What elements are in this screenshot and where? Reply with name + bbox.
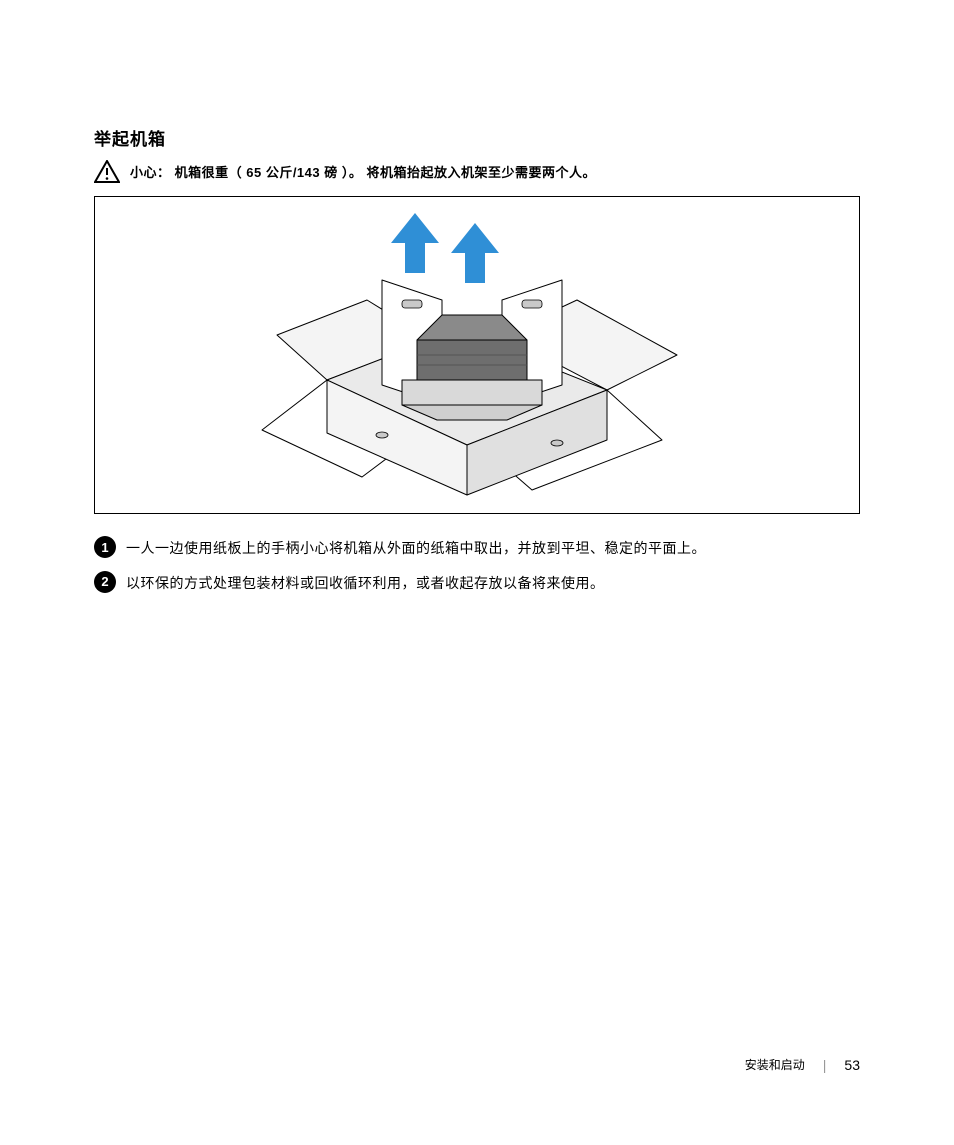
caution-icon <box>94 160 120 184</box>
step-row: 2 以环保的方式处理包装材料或回收循环利用，或者收起存放以备将来使用。 <box>94 571 860 596</box>
footer-page-number: 53 <box>844 1057 860 1073</box>
caution-body: 机箱很重（ 65 公斤/143 磅 ）。 将机箱抬起放入机架至少需要两个人。 <box>175 165 596 180</box>
up-arrow-right-icon <box>451 223 499 283</box>
caution-label: 小心： <box>130 165 171 180</box>
figure-box <box>94 196 860 514</box>
step-badge: 2 <box>94 571 116 593</box>
caution-row: 小心： 机箱很重（ 65 公斤/143 磅 ）。 将机箱抬起放入机架至少需要两个… <box>94 160 860 184</box>
up-arrow-left-icon <box>391 213 439 273</box>
step-text: 以环保的方式处理包装材料或回收循环利用，或者收起存放以备将来使用。 <box>126 571 605 596</box>
page-footer: 安装和启动 | 53 <box>745 1056 860 1073</box>
steps-list: 1 一人一边使用纸板上的手柄小心将机箱从外面的纸箱中取出，并放到平坦、稳定的平面… <box>94 536 860 596</box>
step-row: 1 一人一边使用纸板上的手柄小心将机箱从外面的纸箱中取出，并放到平坦、稳定的平面… <box>94 536 860 561</box>
footer-section-label: 安装和启动 <box>745 1056 805 1073</box>
step-text: 一人一边使用纸板上的手柄小心将机箱从外面的纸箱中取出，并放到平坦、稳定的平面上。 <box>126 536 706 561</box>
footer-divider-icon: | <box>823 1057 827 1073</box>
unboxing-diagram <box>207 205 747 505</box>
section-title: 举起机箱 <box>94 125 860 150</box>
caution-text: 小心： 机箱很重（ 65 公斤/143 磅 ）。 将机箱抬起放入机架至少需要两个… <box>130 160 596 184</box>
step-badge: 1 <box>94 536 116 558</box>
